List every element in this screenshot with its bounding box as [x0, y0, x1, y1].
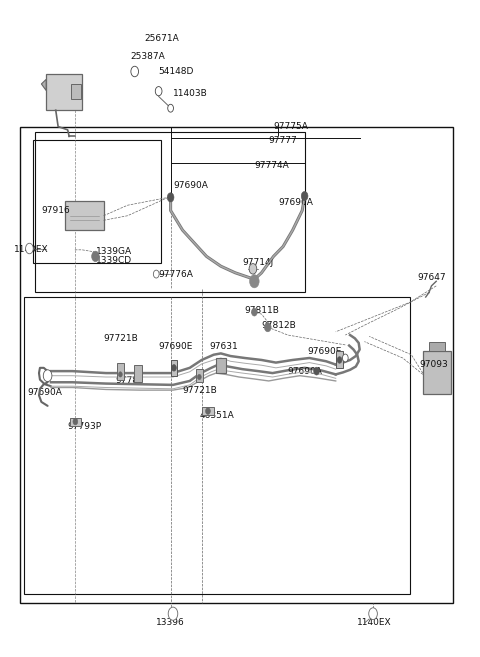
Text: 1140EX: 1140EX — [14, 245, 49, 254]
Circle shape — [119, 372, 122, 377]
Text: 97690E: 97690E — [307, 347, 341, 356]
Bar — [70, 418, 81, 426]
Bar — [71, 84, 81, 99]
Circle shape — [301, 191, 308, 200]
Circle shape — [205, 408, 210, 415]
Circle shape — [369, 608, 377, 620]
Circle shape — [131, 66, 139, 77]
Text: 97916: 97916 — [41, 206, 70, 215]
Circle shape — [168, 104, 173, 112]
Bar — [117, 363, 124, 380]
Text: 97690A: 97690A — [173, 181, 208, 190]
Text: 97647: 97647 — [417, 273, 446, 282]
Bar — [196, 369, 203, 382]
Text: 97812B: 97812B — [262, 321, 296, 330]
Polygon shape — [41, 79, 46, 91]
Circle shape — [197, 374, 201, 380]
Circle shape — [342, 354, 348, 362]
Text: 1339GA: 1339GA — [96, 247, 132, 256]
Text: 97811B: 97811B — [245, 306, 280, 315]
Text: 97690E: 97690E — [158, 342, 193, 351]
Text: 97776A: 97776A — [158, 270, 193, 279]
Text: 1339CD: 1339CD — [96, 256, 132, 265]
Text: 54148D: 54148D — [158, 67, 194, 76]
Circle shape — [264, 323, 271, 332]
Circle shape — [156, 87, 162, 96]
Bar — [20, 127, 453, 602]
Text: 97774A: 97774A — [254, 162, 289, 170]
Bar — [33, 140, 161, 263]
Text: 97785: 97785 — [116, 376, 144, 386]
Text: 46351A: 46351A — [199, 411, 234, 420]
Circle shape — [154, 270, 159, 278]
Bar — [429, 342, 445, 351]
Circle shape — [73, 419, 78, 425]
Circle shape — [314, 367, 320, 375]
Bar — [171, 360, 177, 376]
Bar — [46, 74, 82, 110]
Circle shape — [25, 243, 33, 254]
Text: 25671A: 25671A — [144, 34, 179, 43]
Bar — [216, 358, 226, 373]
Bar — [134, 365, 143, 382]
Circle shape — [92, 251, 99, 261]
Circle shape — [249, 263, 257, 274]
Circle shape — [171, 365, 176, 371]
Circle shape — [43, 370, 52, 382]
Circle shape — [168, 607, 178, 620]
Circle shape — [337, 357, 342, 363]
Text: 97631: 97631 — [209, 342, 238, 351]
Text: 97093: 97093 — [420, 360, 448, 369]
Text: 25387A: 25387A — [130, 52, 165, 61]
Text: 97775A: 97775A — [274, 122, 308, 131]
Text: 97793P: 97793P — [68, 422, 102, 432]
Text: 11403B: 11403B — [173, 89, 208, 99]
Text: 97690A: 97690A — [27, 388, 62, 397]
Text: 97721B: 97721B — [182, 386, 217, 396]
Bar — [35, 132, 305, 292]
Text: 97714J: 97714J — [242, 258, 274, 267]
Text: 1140EX: 1140EX — [357, 618, 392, 627]
Bar — [65, 200, 104, 230]
Bar — [336, 351, 343, 368]
Bar — [423, 351, 451, 394]
Bar — [202, 407, 214, 415]
Circle shape — [252, 308, 257, 316]
Text: 13396: 13396 — [156, 618, 185, 627]
Text: 97690A: 97690A — [288, 367, 323, 376]
Text: 97777: 97777 — [269, 137, 298, 145]
Text: 97690A: 97690A — [278, 198, 313, 207]
Bar — [24, 297, 410, 594]
Circle shape — [250, 275, 259, 288]
Circle shape — [167, 193, 174, 202]
Text: 97721B: 97721B — [104, 334, 138, 343]
